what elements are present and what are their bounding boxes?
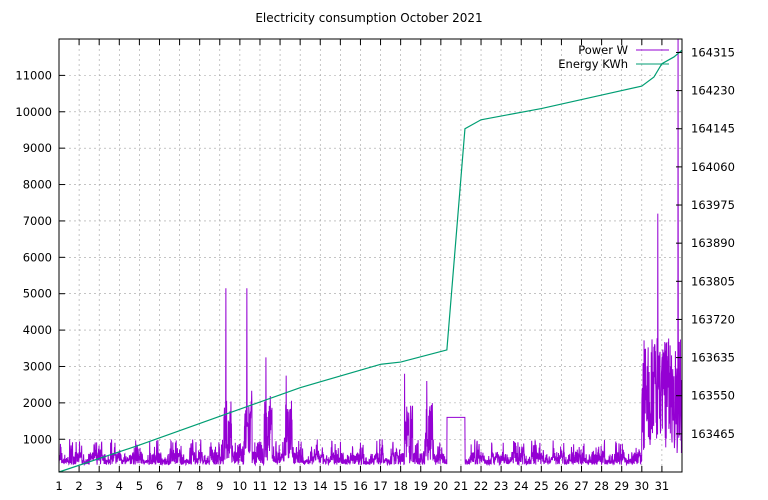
grid-layer	[59, 39, 682, 472]
y-right-tick-label: 163465	[691, 427, 735, 441]
y-right-tick-label: 164060	[691, 160, 735, 174]
x-tick-label: 22	[474, 479, 489, 493]
x-tick-label: 10	[233, 479, 248, 493]
plot-frame	[58, 38, 683, 473]
x-tick-label: 8	[196, 479, 203, 493]
x-tick-label: 5	[136, 479, 143, 493]
y-right-tick-label: 163975	[691, 198, 735, 212]
x-tick-label: 17	[373, 479, 388, 493]
x-tick-label: 12	[273, 479, 288, 493]
x-tick-label: 2	[75, 479, 82, 493]
x-tick-label: 21	[454, 479, 469, 493]
y-right-tick-label: 163635	[691, 351, 735, 365]
y-right-tick-label: 163805	[691, 274, 735, 288]
x-tick-label: 27	[574, 479, 589, 493]
y-left-tick-label: 6000	[23, 250, 52, 264]
x-tick-label: 4	[116, 479, 123, 493]
y-right-tick-label: 164145	[691, 122, 735, 136]
y-right-tick-label: 163550	[691, 389, 735, 403]
x-tick-label: 3	[96, 479, 103, 493]
x-tick-label: 18	[393, 479, 408, 493]
series-layer	[58, 38, 683, 473]
y-left-tick-label: 2000	[23, 396, 52, 410]
y-right-tick-label: 163890	[691, 236, 735, 250]
y-left-tick-label: 11000	[15, 68, 52, 82]
x-tick-label: 13	[293, 479, 308, 493]
x-tick-label: 25	[534, 479, 549, 493]
x-tick-label: 28	[594, 479, 609, 493]
y-left-tick-label: 1000	[23, 432, 52, 446]
y-left-tick-label: 10000	[15, 105, 52, 119]
power-w-line	[58, 38, 683, 467]
y-left-tick-label: 9000	[23, 141, 52, 155]
energy-kwh-line	[58, 49, 683, 473]
y-left-tick-label: 8000	[23, 178, 52, 192]
y-right-tick-label: 163720	[691, 312, 735, 326]
x-tick-label: 24	[514, 479, 529, 493]
x-tick-label: 11	[253, 479, 268, 493]
y-left-tick-label: 4000	[23, 323, 52, 337]
x-tick-label: 7	[176, 479, 183, 493]
x-tick-label: 30	[634, 479, 649, 493]
legend-label-energy: Energy KWh	[558, 57, 628, 71]
x-tick-label: 29	[614, 479, 629, 493]
x-tick-label: 16	[353, 479, 368, 493]
y-right-tick-label: 164315	[691, 45, 735, 59]
x-tick-label: 26	[554, 479, 569, 493]
x-tick-label: 9	[216, 479, 223, 493]
x-tick-label: 1	[55, 479, 62, 493]
y-right-tick-label: 164230	[691, 84, 735, 98]
x-tick-label: 6	[156, 479, 163, 493]
x-tick-label: 31	[655, 479, 670, 493]
y-left-tick-label: 5000	[23, 287, 52, 301]
legend-label-power: Power W	[578, 43, 628, 57]
x-tick-label: 23	[494, 479, 509, 493]
axis-layer: 1 2 3 4 5 6 7 8 9 10 11 12 13 14 15 16 17 18 19 20 21 22 23 24 2…	[15, 38, 735, 493]
y-left-tick-label: 7000	[23, 214, 52, 228]
x-tick-label: 19	[413, 479, 428, 493]
chart-title: Electricity consumption October 2021	[255, 11, 482, 25]
x-tick-label: 20	[434, 479, 449, 493]
x-tick-label: 14	[313, 479, 328, 493]
x-tick-label: 15	[333, 479, 348, 493]
y-left-tick-label: 3000	[23, 359, 52, 373]
